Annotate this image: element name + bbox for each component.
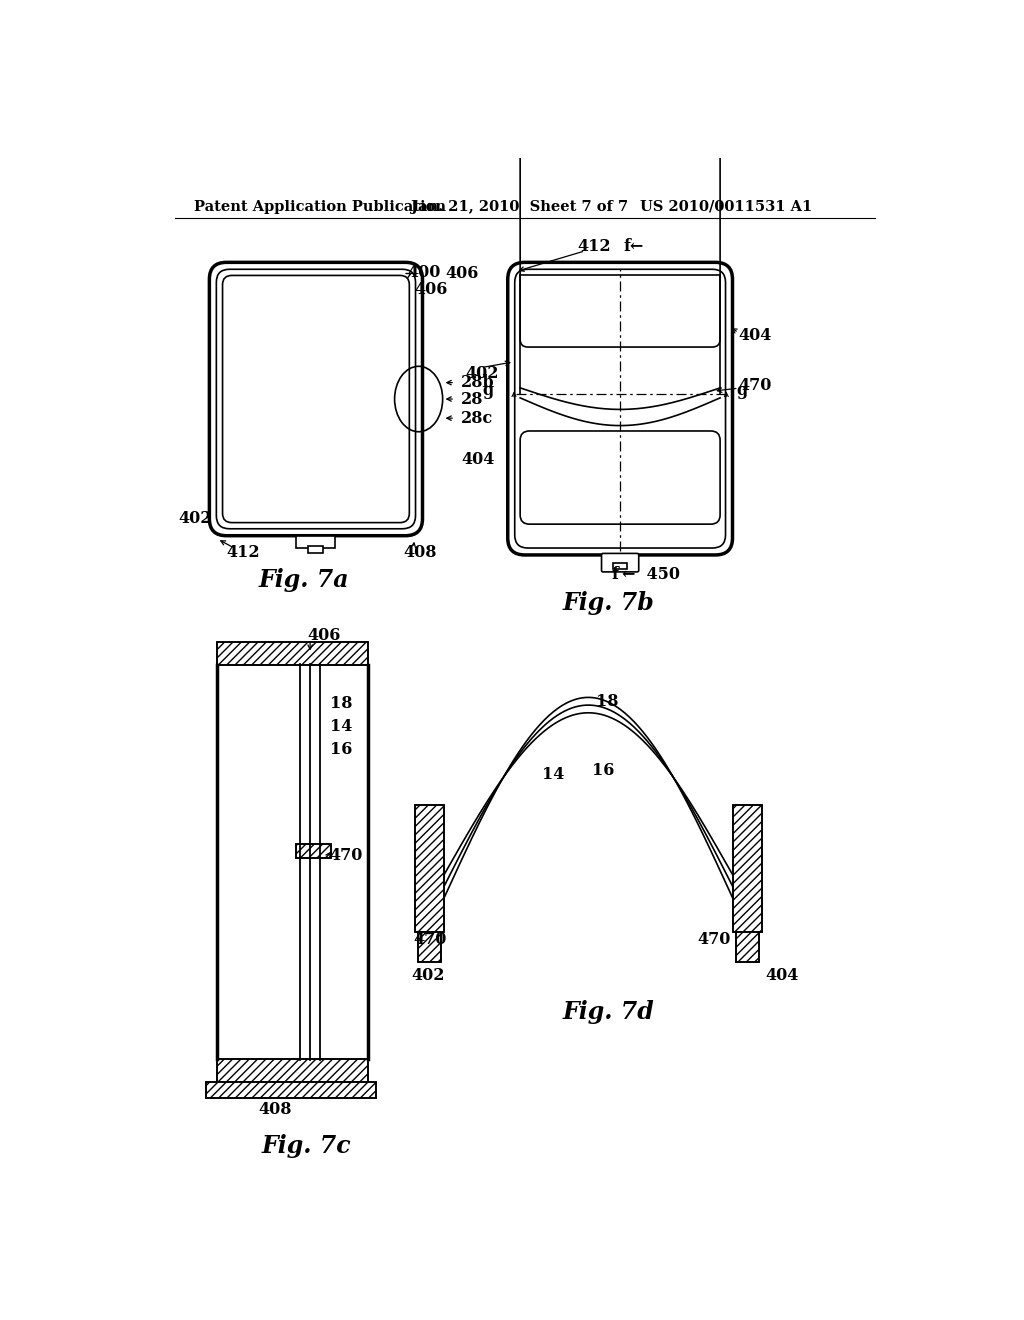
- Text: 402: 402: [411, 966, 444, 983]
- Text: 400: 400: [407, 264, 440, 281]
- Text: 406: 406: [415, 281, 449, 298]
- Text: 412: 412: [578, 239, 611, 256]
- Text: 402: 402: [178, 511, 212, 527]
- Text: 404: 404: [461, 450, 495, 467]
- Text: 470: 470: [738, 376, 772, 393]
- Text: 14: 14: [542, 766, 564, 783]
- Text: 16: 16: [592, 762, 614, 779]
- Text: f: f: [611, 566, 618, 582]
- Text: 406: 406: [445, 265, 479, 282]
- Text: Fig. 7a: Fig. 7a: [259, 569, 349, 593]
- Text: 402: 402: [465, 366, 499, 381]
- Text: g: g: [482, 383, 494, 400]
- Text: 470: 470: [330, 846, 362, 863]
- Bar: [206, 1082, 376, 1098]
- Text: 408: 408: [258, 1101, 292, 1118]
- Bar: [418, 932, 441, 961]
- FancyBboxPatch shape: [209, 263, 423, 536]
- Text: 404: 404: [766, 966, 799, 983]
- Text: 412: 412: [226, 544, 260, 561]
- Bar: [296, 845, 331, 858]
- Bar: [415, 805, 444, 932]
- Text: g: g: [736, 383, 748, 400]
- Bar: [217, 1059, 369, 1082]
- Text: Jan. 21, 2010  Sheet 7 of 7: Jan. 21, 2010 Sheet 7 of 7: [411, 199, 628, 214]
- Text: 28: 28: [461, 391, 483, 408]
- Bar: [415, 805, 444, 932]
- Bar: [613, 562, 627, 569]
- Text: 470: 470: [414, 932, 446, 949]
- Bar: [732, 805, 762, 932]
- Bar: [308, 546, 324, 553]
- Bar: [735, 932, 759, 961]
- Text: 18: 18: [330, 696, 352, 711]
- Text: ←  450: ← 450: [622, 566, 680, 582]
- FancyBboxPatch shape: [508, 263, 732, 554]
- Text: Patent Application Publication: Patent Application Publication: [194, 199, 445, 214]
- FancyBboxPatch shape: [601, 553, 639, 572]
- FancyBboxPatch shape: [515, 269, 726, 548]
- Text: 18: 18: [596, 693, 618, 710]
- Text: Fig. 7b: Fig. 7b: [562, 590, 654, 615]
- Text: Fig. 7d: Fig. 7d: [562, 999, 654, 1023]
- Text: 28c: 28c: [461, 409, 494, 426]
- Text: 404: 404: [738, 327, 772, 345]
- Bar: [217, 642, 369, 665]
- Text: 14: 14: [330, 718, 352, 735]
- Bar: [217, 642, 369, 665]
- Bar: [296, 845, 331, 858]
- Bar: [732, 805, 762, 932]
- Text: 406: 406: [308, 627, 341, 644]
- FancyBboxPatch shape: [216, 269, 416, 529]
- Text: 408: 408: [403, 544, 436, 561]
- Text: 28b: 28b: [461, 374, 495, 391]
- Bar: [735, 932, 759, 961]
- Bar: [206, 1082, 376, 1098]
- Text: 16: 16: [330, 742, 352, 758]
- Bar: [217, 1059, 369, 1082]
- Bar: [296, 536, 335, 548]
- Text: 470: 470: [697, 932, 731, 949]
- Text: f←: f←: [624, 239, 644, 256]
- Text: Fig. 7c: Fig. 7c: [261, 1134, 351, 1158]
- Bar: [418, 932, 441, 961]
- Text: US 2010/0011531 A1: US 2010/0011531 A1: [640, 199, 812, 214]
